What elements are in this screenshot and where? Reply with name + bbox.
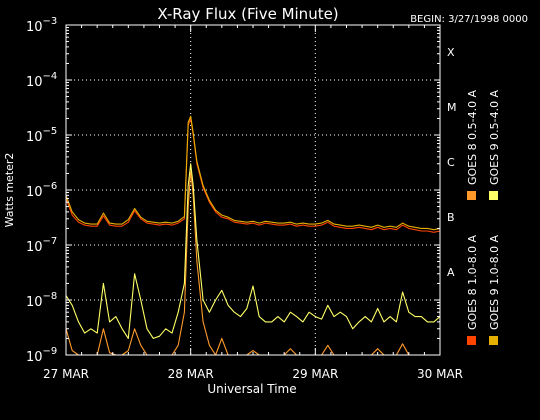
- flare-class-labels: A B C M X: [447, 46, 457, 279]
- legend-label-2: GOES 8 0.5-4.0 A: [466, 89, 479, 185]
- flare-class-m: M: [447, 101, 457, 114]
- series-lines: [65, 115, 441, 356]
- x-tick-label: 27 MAR: [43, 367, 89, 381]
- legend-swatch-3: [489, 336, 498, 345]
- legend-label-1: GOES 8 1.0-8.0 A: [466, 234, 479, 330]
- y-tick-label: 10−7: [26, 236, 57, 255]
- flare-class-a: A: [447, 266, 455, 279]
- y-tick-label: 10−5: [26, 126, 57, 145]
- series-line-1: [65, 117, 441, 233]
- x-axis-label: Universal Time: [207, 382, 296, 396]
- y-axis-label: Watts meter2: [3, 153, 16, 228]
- chart-title: X-Ray Flux (Five Minute): [157, 5, 338, 23]
- y-tick-label: 10−4: [26, 71, 57, 90]
- legend-label-4: GOES 9 0.5-4.0 A: [488, 89, 501, 185]
- y-tick-label: 10−9: [26, 346, 57, 365]
- x-axis-ticks: 27 MAR 28 MAR 29 MAR 30 MAR: [43, 25, 463, 381]
- legend-swatch-1: [467, 336, 476, 345]
- legend: GOES 8 1.0-8.0 A GOES 8 0.5-4.0 A GOES 9 1…: [466, 89, 501, 345]
- series-line-3: [65, 115, 441, 231]
- y-axis-ticks: 10−9 10−8 10−7 10−6 10−5 10−4 10−3: [26, 16, 440, 365]
- flare-class-b: B: [447, 211, 455, 224]
- y-tick-label: 10−6: [26, 181, 57, 200]
- x-tick-label: 28 MAR: [168, 367, 214, 381]
- flare-class-x: X: [447, 46, 455, 59]
- y-tick-label: 10−3: [26, 16, 57, 35]
- legend-swatch-4: [489, 191, 498, 200]
- legend-swatch-2: [467, 191, 476, 200]
- legend-label-3: GOES 9 1.0-8.0 A: [488, 234, 501, 330]
- x-tick-label: 29 MAR: [292, 367, 338, 381]
- begin-date-label: BEGIN: 3/27/1998 0000: [410, 14, 528, 25]
- flare-class-c: C: [447, 156, 455, 169]
- y-tick-label: 10−8: [26, 291, 57, 310]
- x-tick-label: 30 MAR: [417, 367, 463, 381]
- series-line-4: [65, 163, 441, 339]
